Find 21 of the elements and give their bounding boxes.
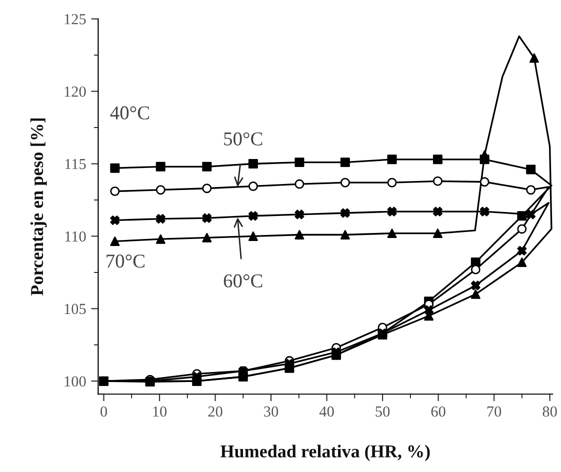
x-tick-label: 30: [264, 406, 278, 417]
y-tick-label: 110: [65, 231, 86, 242]
y-tick-label: 125: [64, 14, 86, 24]
y-tick-label: 115: [65, 158, 86, 170]
y-axis-title: Porcentaje en peso [%]: [30, 118, 47, 296]
x-tick-label: 80: [542, 406, 557, 417]
x-tick-label: 60: [431, 406, 446, 417]
x-axis-title: Humedad relativa (HR, %): [220, 444, 430, 462]
annotation: 40°C: [110, 106, 150, 120]
x-tick-label: 40: [319, 406, 334, 417]
x-tick-label: 20: [208, 406, 222, 417]
x-tick-label: 50: [376, 406, 390, 417]
annotation: 60°C: [224, 274, 262, 288]
annotation: 50°C: [224, 132, 262, 146]
y-tick-label: 105: [64, 304, 86, 314]
y-tick-label: 120: [64, 86, 86, 97]
x-tick-label: 70: [487, 406, 502, 417]
y-tick-label: 100: [64, 376, 86, 387]
annotation: 70°C: [106, 254, 144, 268]
x-tick-label: 10: [153, 406, 167, 417]
x-tick-label: 0: [100, 406, 107, 417]
